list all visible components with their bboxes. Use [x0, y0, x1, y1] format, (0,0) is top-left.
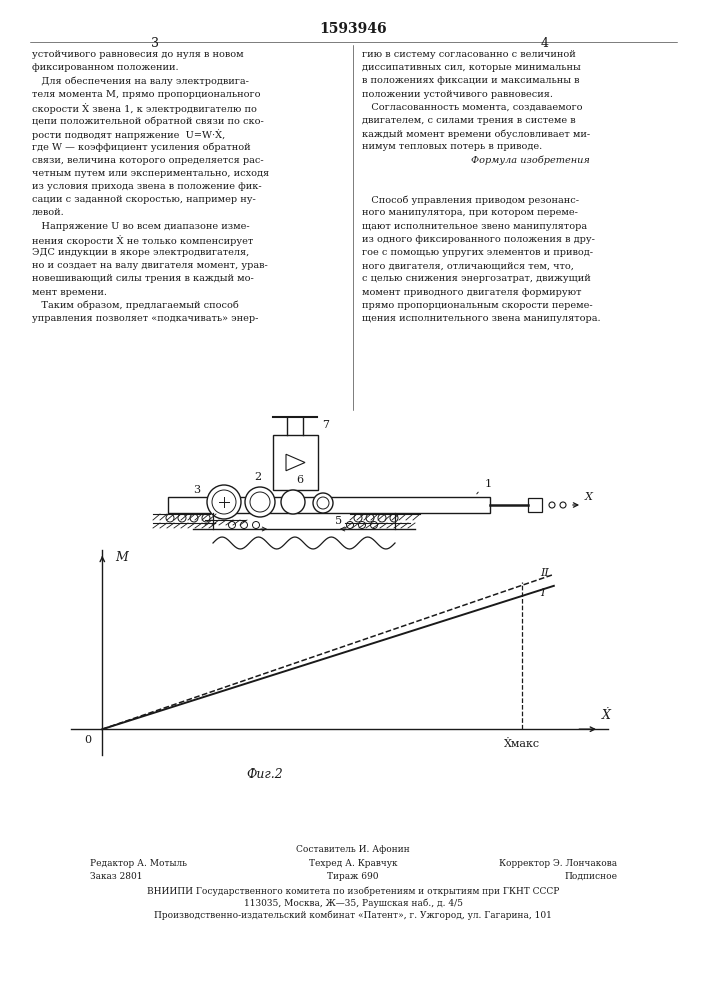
Circle shape — [166, 514, 174, 522]
Text: 4: 4 — [541, 37, 549, 50]
Circle shape — [317, 497, 329, 509]
Text: ного манипулятора, при котором переме-: ного манипулятора, при котором переме- — [362, 208, 578, 217]
Bar — [272, 435, 317, 490]
Text: гию в систему согласованно с величиной: гию в систему согласованно с величиной — [362, 50, 575, 59]
Text: где W — коэффициент усиления обратной: где W — коэффициент усиления обратной — [32, 142, 250, 152]
Circle shape — [313, 493, 333, 513]
Text: 1: 1 — [484, 479, 491, 489]
Text: II: II — [540, 568, 549, 578]
Circle shape — [281, 490, 305, 514]
Bar — [528, 498, 542, 512]
Circle shape — [358, 522, 366, 528]
Text: Заказ 2801: Заказ 2801 — [90, 872, 143, 881]
Text: но и создает на валу двигателя момент, урав-: но и создает на валу двигателя момент, у… — [32, 261, 268, 270]
Text: Таким образом, предлагаемый способ: Таким образом, предлагаемый способ — [32, 301, 239, 310]
Text: Фиг.1: Фиг.1 — [285, 573, 322, 586]
Text: 6: 6 — [296, 475, 303, 485]
Text: 5: 5 — [335, 516, 342, 526]
Text: 3: 3 — [193, 485, 200, 495]
Circle shape — [378, 514, 386, 522]
Text: Ẋ: Ẋ — [602, 709, 610, 722]
Text: 8: 8 — [361, 561, 368, 571]
Text: щения исполнительного звена манипулятора.: щения исполнительного звена манипулятора… — [362, 314, 601, 323]
Text: Для обеспечения на валу электродвига-: Для обеспечения на валу электродвига- — [32, 76, 249, 86]
Text: мент времени.: мент времени. — [32, 288, 107, 297]
Text: ВНИИПИ Государственного комитета по изобретениям и открытиям при ГКНТ СССР: ВНИИПИ Государственного комитета по изоб… — [147, 886, 559, 896]
Text: Составитель И. Афонин: Составитель И. Афонин — [296, 845, 410, 854]
Circle shape — [240, 522, 247, 528]
Text: Согласованность момента, создаваемого: Согласованность момента, создаваемого — [362, 103, 583, 112]
Text: устойчивого равновесия до нуля в новом: устойчивого равновесия до нуля в новом — [32, 50, 244, 59]
Circle shape — [560, 502, 566, 508]
Text: Формула изобретения: Формула изобретения — [471, 156, 590, 165]
Text: в положениях фиксации и максимальны в: в положениях фиксации и максимальны в — [362, 76, 580, 85]
Circle shape — [228, 522, 235, 528]
Text: Подписное: Подписное — [564, 872, 617, 881]
Circle shape — [346, 522, 354, 528]
Text: ЭДС индукции в якоре электродвигателя,: ЭДС индукции в якоре электродвигателя, — [32, 248, 250, 257]
Text: Корректор Э. Лончакова: Корректор Э. Лончакова — [499, 859, 617, 868]
Text: 4: 4 — [216, 561, 223, 571]
Text: скорости Ẋ звена 1, к электродвигателю по: скорости Ẋ звена 1, к электродвигателю п… — [32, 103, 257, 114]
Circle shape — [212, 490, 236, 514]
Text: Способ управления приводом резонанс-: Способ управления приводом резонанс- — [362, 195, 579, 205]
Circle shape — [549, 502, 555, 508]
Text: I: I — [540, 588, 544, 598]
Text: Ẋмакс: Ẋмакс — [504, 739, 540, 749]
Text: новешивающий силы трения в каждый мо-: новешивающий силы трения в каждый мо- — [32, 274, 254, 283]
Circle shape — [354, 514, 362, 522]
Circle shape — [245, 487, 275, 517]
Text: из условия прихода звена в положение фик-: из условия прихода звена в положение фик… — [32, 182, 262, 191]
Bar — [168, 497, 490, 513]
Text: левой.: левой. — [32, 208, 65, 217]
Text: нимум тепловых потерь в приводе.: нимум тепловых потерь в приводе. — [362, 142, 542, 151]
Text: щают исполнительное звено манипулятора: щают исполнительное звено манипулятора — [362, 222, 587, 231]
Text: нения скорости Ẋ не только компенсирует: нения скорости Ẋ не только компенсирует — [32, 235, 253, 246]
Text: 0: 0 — [84, 735, 91, 745]
Text: из одного фиксированного положения в дру-: из одного фиксированного положения в дру… — [362, 235, 595, 244]
Circle shape — [207, 485, 241, 519]
Text: сации с заданной скоростью, например ну-: сации с заданной скоростью, например ну- — [32, 195, 256, 204]
Polygon shape — [286, 454, 305, 471]
Text: Фиг.2: Фиг.2 — [247, 768, 284, 781]
Text: связи, величина которого определяется рас-: связи, величина которого определяется ра… — [32, 156, 264, 165]
Text: момент приводного двигателя формируют: момент приводного двигателя формируют — [362, 288, 581, 297]
Text: 3: 3 — [151, 37, 159, 50]
Text: положении устойчивого равновесия.: положении устойчивого равновесия. — [362, 90, 553, 99]
Text: ного двигателя, отличающийся тем, что,: ного двигателя, отличающийся тем, что, — [362, 261, 574, 270]
Text: гое с помощью упругих элементов и привод-: гое с помощью упругих элементов и привод… — [362, 248, 593, 257]
Circle shape — [202, 514, 210, 522]
Circle shape — [366, 514, 374, 522]
Text: 7: 7 — [322, 420, 329, 430]
Circle shape — [190, 514, 198, 522]
Circle shape — [250, 492, 270, 512]
Text: теля момента М, прямо пропорционального: теля момента М, прямо пропорционального — [32, 90, 260, 99]
Text: управления позволяет «подкачивать» энер-: управления позволяет «подкачивать» энер- — [32, 314, 258, 323]
Circle shape — [178, 514, 186, 522]
Text: двигателем, с силами трения в системе в: двигателем, с силами трения в системе в — [362, 116, 575, 125]
Text: M: M — [115, 551, 128, 564]
Circle shape — [390, 514, 398, 522]
Text: Тираж 690: Тираж 690 — [327, 872, 379, 881]
Text: Напряжение U во всем диапазоне изме-: Напряжение U во всем диапазоне изме- — [32, 222, 250, 231]
Text: четным путем или экспериментально, исходя: четным путем или экспериментально, исход… — [32, 169, 269, 178]
Text: Производственно-издательский комбинат «Патент», г. Ужгород, ул. Гагарина, 101: Производственно-издательский комбинат «П… — [154, 910, 552, 920]
Text: прямо пропорциональным скорости переме-: прямо пропорциональным скорости переме- — [362, 301, 592, 310]
Text: рости подводят напряжение  U=W·Ẋ,: рости подводят напряжение U=W·Ẋ, — [32, 129, 226, 140]
Text: X: X — [585, 492, 593, 502]
Text: фиксированном положении.: фиксированном положении. — [32, 63, 179, 72]
Text: Редактор А. Мотыль: Редактор А. Мотыль — [90, 859, 187, 868]
Text: диссипативных сил, которые минимальны: диссипативных сил, которые минимальны — [362, 63, 580, 72]
Text: Техред А. Кравчук: Техред А. Кравчук — [309, 859, 397, 868]
Text: 2: 2 — [255, 472, 262, 482]
Text: с целью снижения энергозатрат, движущий: с целью снижения энергозатрат, движущий — [362, 274, 591, 283]
Text: 113035, Москва, Ж—35, Раушская наб., д. 4/5: 113035, Москва, Ж—35, Раушская наб., д. … — [243, 898, 462, 908]
Text: 1593946: 1593946 — [319, 22, 387, 36]
Circle shape — [252, 522, 259, 528]
Circle shape — [370, 522, 378, 528]
Text: цепи положительной обратной связи по ско-: цепи положительной обратной связи по ско… — [32, 116, 264, 125]
Text: каждый момент времени обусловливает ми-: каждый момент времени обусловливает ми- — [362, 129, 590, 139]
